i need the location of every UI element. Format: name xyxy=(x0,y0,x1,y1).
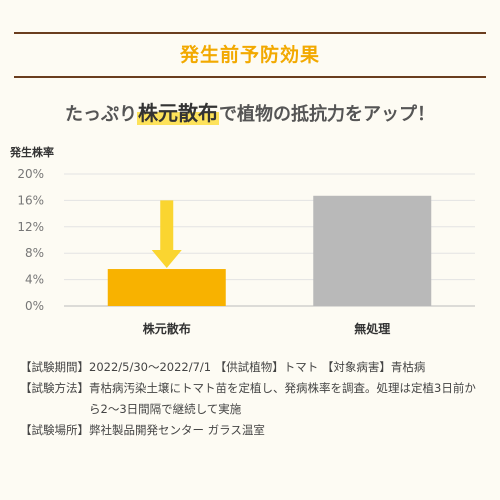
note-value: 弊社製品開発センター ガラス温室 xyxy=(89,423,265,437)
x-category-label: 株元散布 xyxy=(143,321,191,336)
section-title: 発生前予防効果 xyxy=(179,44,320,66)
bar-chart: 発生株率 0% 4% 8% 12% 16% 20% 株元散布 無処理 xyxy=(9,145,475,336)
note-period: 【試験期間】 2022/5/30〜2022/7/1 【供試植物】トマト 【対象病… xyxy=(20,357,486,378)
y-tick-label: 16% xyxy=(17,193,44,207)
down-arrow-icon xyxy=(151,200,182,269)
bottom-rule xyxy=(14,76,486,78)
note-location: 【試験場所】 弊社製品開発センター ガラス温室 xyxy=(20,420,486,441)
y-tick-label: 4% xyxy=(25,273,44,287)
note-value: 2022/5/30〜2022/7/1 【供試植物】トマト 【対象病害】青枯病 xyxy=(89,360,426,374)
bar-untreated xyxy=(313,195,432,306)
x-category-label: 無処理 xyxy=(354,321,390,336)
y-tick-label: 12% xyxy=(17,220,44,234)
note-key: 【試験場所】 xyxy=(20,423,89,437)
bar-treated xyxy=(107,269,226,306)
headline-pre: たっぷり xyxy=(65,104,137,125)
y-tick-label: 8% xyxy=(25,246,44,260)
y-tick-label: 20% xyxy=(17,167,44,181)
note-value: 青枯病汚染土壌にトマト苗を定植し、発病株率を調査。処理は定植3日前から2〜3日間… xyxy=(89,381,476,416)
note-method: 【試験方法】 青枯病汚染土壌にトマト苗を定植し、発病株率を調査。処理は定植3日前… xyxy=(20,378,486,420)
headline: たっぷり株元散布で植物の抵抗力をアップ！ xyxy=(0,97,500,126)
test-notes: 【試験期間】 2022/5/30〜2022/7/1 【供試植物】トマト 【対象病… xyxy=(20,357,486,441)
top-rule xyxy=(14,32,486,34)
y-axis-label: 発生株率 xyxy=(9,145,54,159)
headline-highlight: 株元散布 xyxy=(137,101,219,125)
y-tick-label: 0% xyxy=(25,299,44,313)
note-key: 【試験期間】 xyxy=(20,360,89,374)
headline-post: で植物の抵抗力をアップ！ xyxy=(219,104,435,125)
note-key: 【試験方法】 xyxy=(20,381,89,395)
